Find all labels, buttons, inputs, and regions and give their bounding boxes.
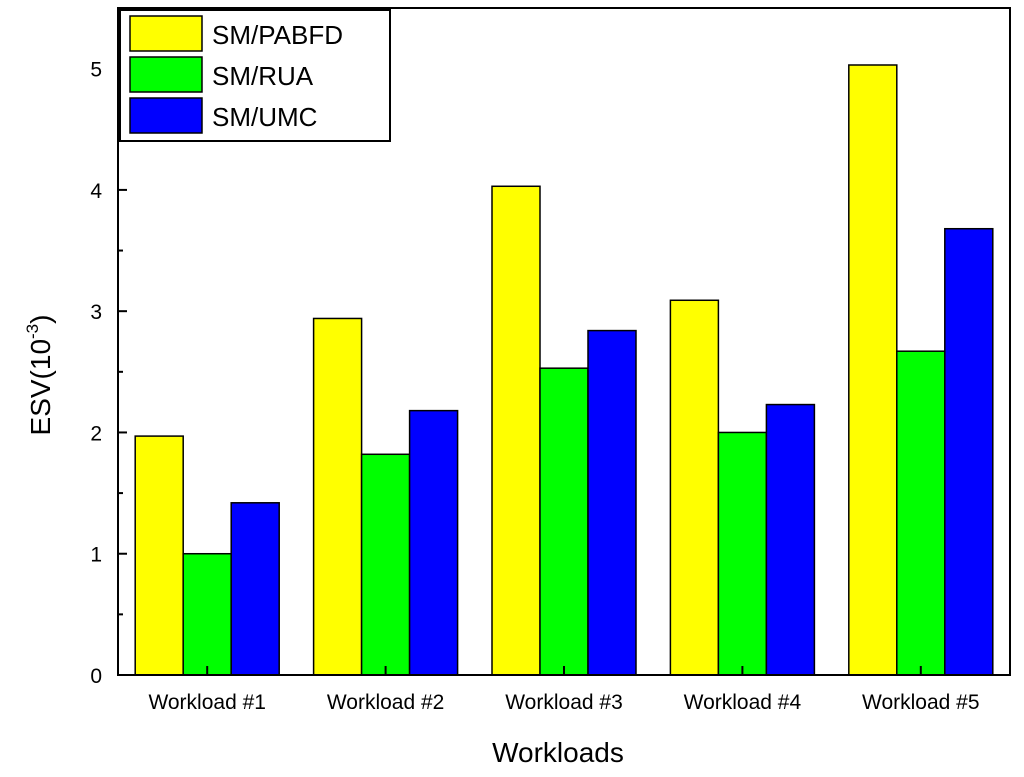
bar-sm-rua-1 [182,552,232,676]
bar-sm-pabfd-3 [491,185,541,676]
y-axis: 0 1 2 3 4 5 [90,7,127,688]
bar-sm-umc-3 [587,329,637,676]
legend-swatch [129,56,203,93]
y-axis-title-exponent: -3 [23,324,42,339]
svg-text:ESV(10-3): ESV(10-3) [23,315,56,436]
x-axis: Workload #1 Workload #2 Workload #3 Workloa… [148,666,980,714]
y-tick-label: 3 [90,301,102,324]
x-tick-label: Workload #5 [862,691,980,714]
bar-sm-umc-4 [765,403,816,676]
legend: SM/PABFD SM/RUA SM/UMC [119,9,391,142]
x-tick-label: Workload #1 [148,691,266,714]
bar-sm-rua-4 [717,431,768,676]
y-tick-label: 1 [90,544,102,567]
bar-sm-pabfd-4 [669,299,720,676]
bar-sm-pabfd-1 [134,435,184,676]
x-tick-label: Workload #2 [327,691,445,714]
x-tick-label: Workload #3 [505,691,623,714]
y-axis-title-close: ) [25,315,56,324]
legend-label: SM/UMC [212,102,317,132]
y-tick-label: 0 [90,665,102,688]
bar-sm-rua-3 [539,367,589,676]
x-axis-title: Workloads [492,737,624,768]
y-tick-label: 2 [90,422,102,445]
legend-label: SM/RUA [212,61,314,91]
x-tick-label: Workload #4 [684,691,802,714]
bar-sm-umc-2 [408,409,459,676]
bar-sm-rua-5 [896,350,946,676]
bar-sm-pabfd-5 [848,64,898,676]
y-tick-label: 5 [90,59,102,82]
bar-sm-umc-1 [230,502,280,676]
bar-sm-pabfd-2 [312,317,363,676]
y-tick-label: 4 [90,180,102,203]
legend-swatch [129,15,203,52]
bar-sm-umc-5 [944,227,994,676]
bars-group [134,64,994,676]
y-axis-title: ESV(10 [25,339,56,436]
legend-label: SM/PABFD [212,20,343,50]
bar-sm-rua-2 [360,453,411,676]
y-axis-title-group: ESV(10-3) [23,315,56,436]
legend-swatch [129,97,203,134]
